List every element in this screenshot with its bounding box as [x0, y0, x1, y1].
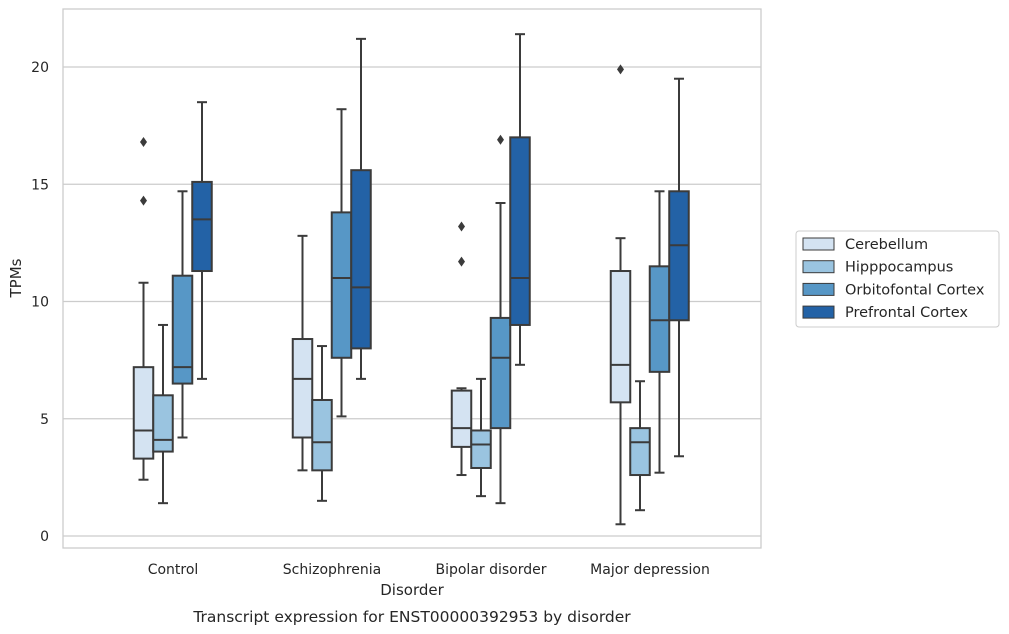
outlier-point-0: [458, 256, 465, 267]
box-iqr: [171, 274, 194, 385]
box-iqr: [450, 389, 473, 448]
y-tick-label-0: 0: [40, 529, 49, 545]
y-tick-labels: 0 5 10 15 20: [31, 60, 49, 545]
box-cerebellum-2: [450, 221, 473, 477]
legend-label-prefrontal-cortex: Prefrontal Cortex: [845, 305, 968, 321]
box-orbitofontal-cortex-3: [648, 190, 671, 474]
legend-label-hipppocampus: Hipppocampus: [845, 260, 953, 276]
box-iqr: [350, 169, 372, 350]
x-tick-label-control: Control: [148, 562, 199, 578]
x-tick-label-major-depression: Major depression: [590, 562, 710, 578]
boxes-layer: [132, 33, 690, 526]
legend-frame: [795, 230, 1000, 328]
y-tick-label-10: 10: [31, 295, 49, 311]
box-iqr: [152, 394, 174, 453]
legend: Cerebellum Hipppocampus Orbitofontal Corte…: [795, 230, 1000, 328]
box-orbitofontal-cortex-2: [489, 134, 512, 505]
box-hipppocampus-3: [629, 380, 651, 512]
box-iqr: [330, 211, 353, 359]
legend-label-orbitofontal-cortex: Orbitofontal Cortex: [845, 282, 985, 298]
box-iqr: [132, 366, 155, 460]
box-iqr: [470, 429, 492, 469]
outlier-point-1: [140, 137, 147, 148]
legend-swatch-hipppocampus: [802, 260, 835, 274]
box-cerebellum-1: [291, 234, 314, 472]
box-iqr: [629, 427, 651, 477]
outlier-point-0: [617, 64, 624, 75]
outlier-point-1: [458, 221, 465, 232]
box-prefrontal-cortex-0: [191, 101, 213, 380]
box-iqr: [668, 190, 690, 322]
y-tick-label-5: 5: [40, 412, 49, 428]
y-axis-title: TPMs: [7, 258, 25, 298]
box-hipppocampus-1: [311, 345, 333, 502]
box-iqr: [509, 136, 531, 326]
legend-swatch-cerebellum: [802, 237, 835, 251]
box-orbitofontal-cortex-1: [330, 108, 353, 418]
plot-frame: [62, 8, 762, 549]
y-tick-label-15: 15: [31, 177, 49, 193]
x-tick-label-schizophrenia: Schizophrenia: [283, 562, 381, 578]
box-cerebellum-3: [609, 64, 632, 526]
outlier-point-0: [140, 195, 147, 206]
box-iqr: [291, 338, 314, 439]
legend-swatch-orbitofontal-cortex: [802, 282, 835, 296]
legend-swatch-prefrontal-cortex: [802, 305, 835, 319]
box-hipppocampus-0: [152, 323, 174, 505]
box-iqr: [489, 316, 512, 430]
chart-caption: Transcript expression for ENST0000039295…: [192, 608, 631, 626]
box-prefrontal-cortex-1: [350, 37, 372, 380]
x-tick-label-bipolar-disorder: Bipolar disorder: [435, 562, 546, 578]
box-hipppocampus-2: [470, 377, 492, 498]
legend-label-cerebellum: Cerebellum: [845, 237, 928, 253]
box-iqr: [191, 180, 213, 273]
box-cerebellum-0: [132, 137, 155, 481]
box-iqr: [311, 398, 333, 472]
x-tick-labels: Control Schizophrenia Bipolar disorder Majo…: [148, 562, 710, 578]
box-iqr: [609, 270, 632, 404]
box-orbitofontal-cortex-0: [171, 190, 194, 439]
x-axis-title: Disorder: [380, 581, 444, 599]
y-tick-label-20: 20: [31, 60, 49, 76]
box-prefrontal-cortex-3: [668, 77, 690, 458]
box-iqr: [648, 265, 671, 373]
box-prefrontal-cortex-2: [509, 33, 531, 366]
outlier-point-0: [497, 134, 504, 145]
